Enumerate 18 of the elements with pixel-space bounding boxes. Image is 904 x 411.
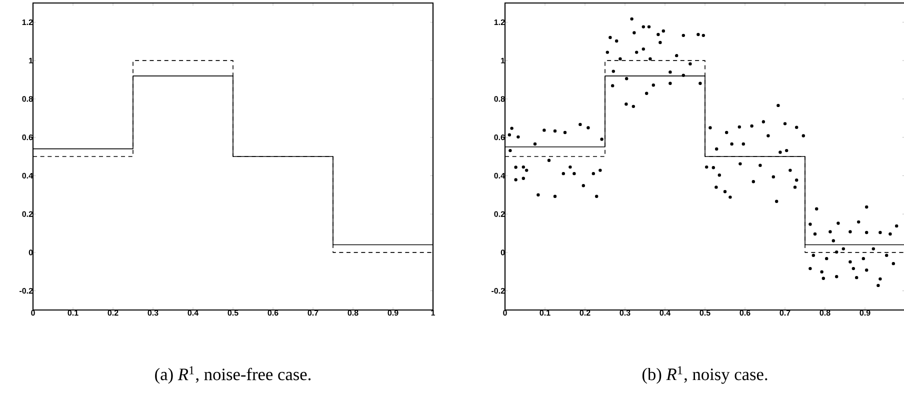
- y-tick-label: 1: [501, 58, 505, 64]
- y-tick-label: 0: [500, 250, 505, 256]
- y-tick-label: 0.8: [22, 96, 33, 102]
- y-tick-label: 0.6: [494, 134, 505, 140]
- y-tick-label: 0.6: [22, 134, 33, 140]
- y-tick-label: -0.2: [492, 288, 505, 294]
- y-tick-label: 0.2: [494, 211, 505, 217]
- y-tick-label: 1.2: [494, 19, 505, 25]
- text: (b) R$^{1}$, noisy case.: [642, 366, 768, 384]
- y-tick-label: 1: [29, 58, 33, 64]
- y-tick-label: 0.2: [22, 211, 33, 217]
- y-tick-label: 0.4: [22, 172, 33, 179]
- y-tick-label: 0: [28, 250, 33, 256]
- y-tick-label: 0.8: [494, 96, 505, 102]
- y-tick-label: -0.2: [20, 288, 33, 294]
- y-tick-label: 0.4: [494, 172, 505, 179]
- y-tick-label: 1.2: [22, 19, 33, 25]
- text: (a) R$^{1}$, noise-free case.: [155, 366, 311, 384]
